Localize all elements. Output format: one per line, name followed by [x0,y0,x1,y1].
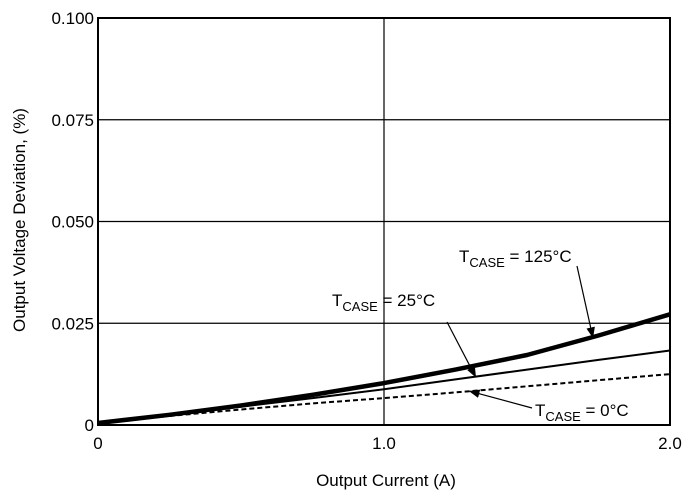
series-annotation: TCASE = 0°C [535,401,629,424]
y-tick-label: 0.050 [51,213,94,232]
annotation-arrow [468,389,533,409]
x-axis-label: Output Current (A) [316,471,456,490]
y-axis-label: Output Voltage Deviation, (%) [10,108,29,332]
x-tick-label: 0 [93,434,102,453]
y-tick-labels: 0 0.025 0.050 0.075 0.100 [51,9,94,435]
annotations: TCASE = 125°C TCASE = 25°C TCASE = 0°C [332,247,629,424]
y-tick-label: 0.075 [51,111,94,130]
plot-frame [97,17,671,426]
x-tick-label: 2.0 [658,434,682,453]
y-tick-label: 0 [85,416,94,435]
series-line [97,349,671,424]
grid [98,18,670,425]
annotation-arrow [576,265,595,339]
x-tick-label: 1.0 [372,434,396,453]
y-tick-label: 0.100 [51,9,94,28]
annotation-arrow [446,321,477,378]
series-annotation: TCASE = 125°C [459,247,572,270]
series-group [97,312,671,426]
y-tick-label: 0.025 [51,314,94,333]
series-annotation: TCASE = 25°C [332,291,435,314]
x-tick-labels: 0 1.0 2.0 [93,434,682,453]
